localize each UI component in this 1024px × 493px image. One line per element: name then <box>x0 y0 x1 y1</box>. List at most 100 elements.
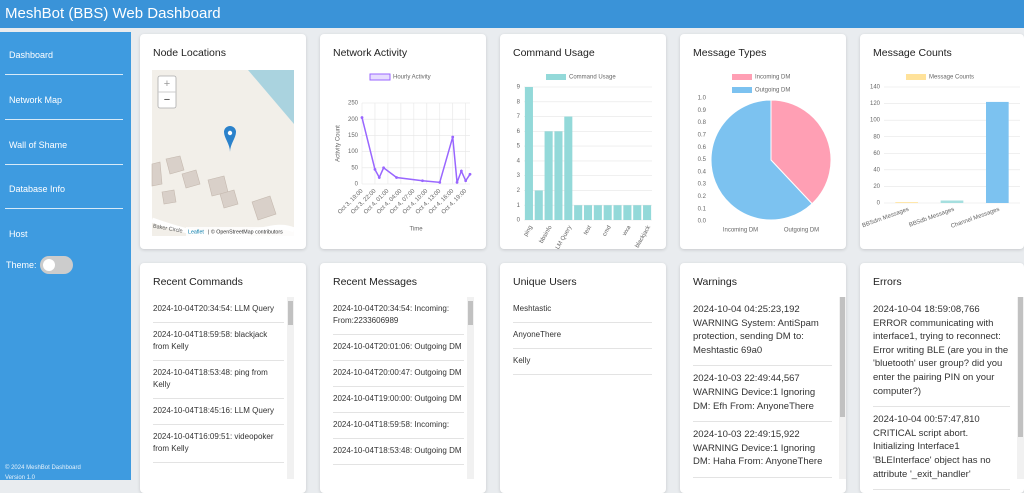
y-tick-label: 4 <box>517 158 521 164</box>
legend-label: Outgoing DM <box>755 88 790 94</box>
y-tick-label: 5 <box>517 144 521 150</box>
list-item: 2024-10-04T18:45:16: LLM Query <box>153 399 284 425</box>
y-tick-label: 0 <box>355 182 359 188</box>
map[interactable]: + − Baker Circle Leaflet | © OpenStreetM… <box>140 34 306 249</box>
map-marker[interactable] <box>224 126 236 152</box>
bar <box>643 205 652 220</box>
y-tick-label: 140 <box>870 85 881 91</box>
y-tick-label: 60 <box>873 151 880 157</box>
theme-toggle[interactable] <box>40 256 73 274</box>
y-tick-label: 0 <box>517 218 521 224</box>
nav-link[interactable]: Wall of Shame <box>5 128 123 165</box>
y-tick-label: 0.4 <box>698 169 707 175</box>
bar <box>613 205 622 220</box>
bar <box>564 116 573 220</box>
street-label: Baker Circle <box>152 223 183 234</box>
y-tick-label: 0.6 <box>698 145 707 151</box>
scrollbar <box>1017 297 1024 479</box>
bar <box>633 205 642 220</box>
y-tick-label: 0.2 <box>698 194 707 200</box>
y-tick-label: 40 <box>873 167 880 173</box>
theme-label: Theme: <box>6 260 37 270</box>
nav-link[interactable]: Dashboard <box>5 38 123 75</box>
bar <box>603 205 612 220</box>
chart: Incoming DM Outgoing DM 0.0 0.1 0.2 0.3 0.4 0.5… <box>698 74 832 234</box>
x-tick-label: test <box>583 225 593 237</box>
scrollbar <box>839 297 846 479</box>
x-tick-label: bbsinfo <box>539 224 554 244</box>
point <box>360 116 364 119</box>
nav-link[interactable]: Database Info <box>5 172 123 209</box>
y-tick-label: 0.7 <box>698 132 707 138</box>
bar <box>986 101 1009 203</box>
point <box>468 172 472 176</box>
nav-link[interactable]: Network Map <box>5 83 123 120</box>
y-tick-label: 2 <box>517 188 521 194</box>
y-tick-label: 0.5 <box>698 157 707 163</box>
list-item: Kelly <box>513 349 652 375</box>
x-tick-label: ping <box>523 225 534 238</box>
legend-swatch <box>732 87 752 93</box>
card-title: Recent Messages <box>333 276 418 288</box>
list-card: Unique Users Meshtastic AnyoneThere Kelly <box>500 263 666 493</box>
point <box>451 135 455 139</box>
footer-text: © 2024 MeshBot Dashboard <box>5 465 81 471</box>
y-tick-label: 20 <box>873 184 880 190</box>
card-title: Command Usage <box>513 47 595 59</box>
list: 2024-10-04T20:34:54: Incoming: From:2233… <box>333 297 464 493</box>
y-tick-label: 150 <box>348 133 359 139</box>
legend-label: Incoming DM <box>755 75 790 81</box>
y-tick-label: 100 <box>348 149 359 155</box>
list-item: 2024-10-04T20:34:54: LLM Query <box>153 297 284 323</box>
footer-version: Version 1.0 <box>5 475 36 481</box>
chart: Message Counts 0 20 40 60 80 100 120 140 BBSdm Me… <box>861 74 1020 230</box>
zoom-out[interactable]: − <box>164 94 170 106</box>
list-item: 2024-10-04T18:59:58: blackjack from Kell… <box>153 323 284 361</box>
y-tick-label: 250 <box>348 101 359 107</box>
nav-link[interactable]: Host <box>9 229 28 239</box>
legend-swatch <box>369 73 391 81</box>
point <box>455 180 459 184</box>
bar <box>895 202 918 203</box>
card-title: Message Types <box>693 47 767 59</box>
y-tick-label: 80 <box>873 134 880 140</box>
marker-dot <box>227 130 233 136</box>
list-card: Recent Messages 2024-10-04T20:34:54: Inco… <box>320 263 486 493</box>
legend-swatch <box>732 74 752 80</box>
y-tick-label: 0.9 <box>698 108 707 114</box>
map-card: Node Locations + − Baker Circle Leaflet … <box>140 34 306 249</box>
header-title: MeshBot (BBS) Web Dashboard <box>0 0 1024 28</box>
y-tick-label: 9 <box>517 85 521 91</box>
x-tick-label: BBSdm Messages <box>861 207 909 230</box>
zoom-in[interactable]: + <box>164 78 170 90</box>
y-tick-label: 0.0 <box>698 219 707 225</box>
bar <box>534 190 543 220</box>
scroll-thumb <box>1018 297 1023 437</box>
attribution-bg <box>186 227 294 236</box>
x-tick-label: Channel Messages <box>950 207 1000 230</box>
scroll-thumb <box>468 301 473 325</box>
card-title: Node Locations <box>153 47 226 59</box>
y-tick-label: 1 <box>517 203 521 209</box>
list-card: Warnings 2024-10-04 04:25:23,192 WARNING … <box>680 263 846 493</box>
pie-slice <box>710 99 813 221</box>
x-tick-label: blackjack <box>635 224 653 249</box>
line <box>361 117 471 184</box>
list-item: 2024-10-04T18:53:48: ping from Kelly <box>153 361 284 399</box>
card-title: Message Counts <box>873 47 952 59</box>
chart-card: Message Types Incoming DM Outgoing DM 0.0 0.… <box>680 34 846 249</box>
point <box>382 166 385 170</box>
x-tick-label: BBSdb Messages <box>908 207 955 229</box>
y-tick-label: 100 <box>870 118 881 124</box>
bar <box>544 131 553 220</box>
scrollbar <box>467 297 474 479</box>
y-tick-label: 50 <box>351 165 358 171</box>
chart-card: Message Counts Message Counts 0 20 40 60 80 100… <box>860 34 1024 249</box>
sidebar: Dashboard Network Map Wall of Shame Data… <box>0 32 131 481</box>
point <box>421 179 424 183</box>
attribution: | © OpenStreetMap contributors <box>208 228 283 235</box>
leaflet-link[interactable]: Leaflet <box>188 229 204 235</box>
list-item: 2024-10-04T18:59:58: Incoming: <box>333 413 464 439</box>
x-tick-label: Incoming DM <box>723 228 758 234</box>
